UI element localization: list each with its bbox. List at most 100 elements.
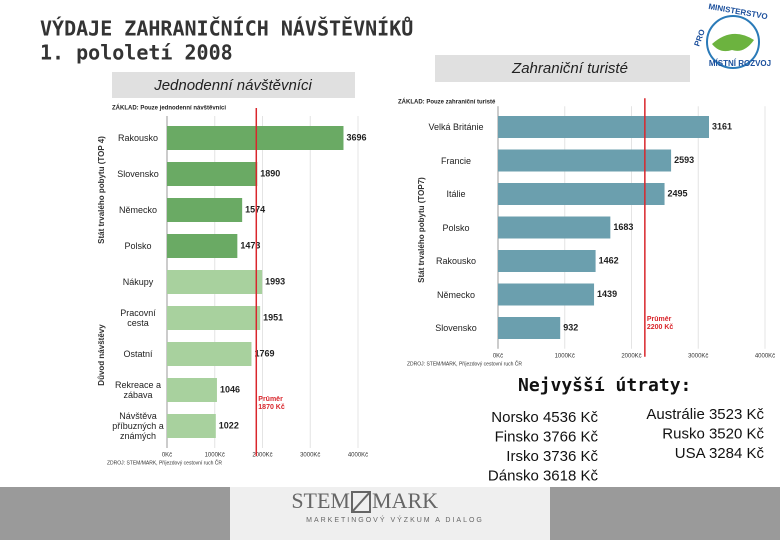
category-label: Německo	[436, 289, 475, 300]
value-label: 3696	[346, 132, 366, 142]
value-label: 1046	[220, 384, 240, 394]
category-label: Polsko	[124, 241, 152, 251]
source-note: ZDROJ: STEM/MARK, Příjezdový cestovní ru…	[407, 360, 522, 367]
category-label: Polsko	[442, 222, 470, 233]
value-label: 1993	[265, 276, 285, 286]
x-tick-label: 2000Kč	[621, 354, 641, 360]
panel-header	[435, 55, 690, 82]
category-label-box: Návštěva příbuzných a známých	[112, 411, 164, 441]
bar	[167, 270, 263, 294]
bar	[498, 149, 672, 172]
panel-title: Jednodenní návštěvníci	[153, 77, 312, 94]
bar	[498, 216, 611, 239]
value-label: 2495	[668, 188, 688, 198]
bar	[498, 250, 596, 272]
category-label: Nákupy	[122, 277, 154, 287]
brand: MARK	[372, 488, 438, 513]
bar	[167, 162, 258, 186]
category-label: Ostatní	[123, 349, 153, 359]
brand-box	[351, 491, 371, 513]
value-label: 1462	[599, 255, 619, 265]
value-label: 1574	[245, 204, 265, 214]
x-tick-label: 1000Kč	[555, 354, 575, 360]
axis-label: Stát trvalého pobytu (TOP 4)	[97, 136, 106, 244]
value-label: 1473	[240, 240, 260, 250]
panel-header	[112, 72, 355, 98]
footer-center	[230, 487, 550, 540]
category-label: Slovensko	[117, 169, 159, 179]
logo-text: MÍSTNÍ ROZVOJ	[709, 59, 771, 68]
category-label: Německo	[118, 205, 157, 215]
bar	[167, 198, 243, 222]
value-label: 1683	[613, 222, 633, 232]
category-label-box: Polsko	[442, 222, 470, 233]
axis-label: Stát trvalého pobytu (TOP7)	[417, 177, 426, 283]
category-label-box: Německo	[118, 205, 157, 215]
list-item: Rusko 3520 Kč	[662, 425, 764, 442]
category-label: Rakousko	[117, 133, 159, 143]
category-label-box: Rekreace a zábava	[114, 380, 162, 400]
category-label-box: Rakousko	[435, 256, 477, 266]
bar	[167, 342, 252, 366]
panel-title: Zahraniční turisté	[511, 60, 628, 77]
category-label: Návštěva příbuzných a známých	[112, 411, 164, 441]
value-label: 1439	[597, 289, 617, 299]
axis-label: Důvod návštěvy	[97, 324, 106, 386]
category-label: Itálie	[446, 189, 466, 199]
list-item: Finsko 3766 Kč	[495, 428, 599, 445]
category-label: Rekreace a zábava	[114, 380, 162, 400]
bar	[167, 234, 238, 258]
value-label: 1890	[260, 168, 280, 178]
category-label: Rakousko	[435, 256, 477, 266]
category-label-box: Itálie	[446, 189, 466, 199]
list-item: Dánsko 3618 Kč	[488, 467, 599, 484]
list-title: Nejvyšší útraty:	[518, 375, 691, 396]
value-label: 2593	[674, 155, 694, 165]
bar	[498, 116, 709, 138]
reference-label-box: Průměr 1870 Kč	[258, 396, 284, 411]
brand: STEM	[291, 488, 350, 513]
x-tick-label: 2000Kč	[252, 453, 272, 459]
bar	[167, 378, 217, 402]
x-tick-label: 3000Kč	[300, 453, 320, 459]
bar	[498, 283, 595, 306]
category-label-box: Nákupy	[122, 277, 154, 287]
category-label: Slovensko	[435, 323, 477, 333]
value-label: 1951	[263, 312, 283, 322]
category-label-box: Německo	[436, 289, 475, 300]
bar	[167, 306, 261, 330]
tagline: MARKETINGOVÝ VÝZKUM A DIALOG	[306, 515, 484, 524]
category-label-box: Polsko	[124, 241, 152, 251]
bar	[167, 126, 344, 150]
slide-subtitle: 1. pololetí 2008	[40, 41, 233, 65]
chart-base-note: ZÁKLAD: Pouze zahraniční turisté	[398, 99, 496, 106]
category-label-box: Pracovní cesta	[120, 308, 156, 328]
category-label-box: Velká Británie	[428, 122, 484, 132]
list-item: USA 3284 Kč	[675, 445, 765, 462]
x-tick-label: 4000Kč	[755, 354, 775, 360]
chart-base-note: ZÁKLAD: Pouze jednodenní návštěvníci	[112, 105, 226, 112]
x-tick-label: 4000Kč	[348, 453, 368, 459]
x-tick-label: 0Kč	[162, 453, 172, 459]
brand-slash	[351, 491, 371, 513]
category-label: Velká Británie	[428, 122, 484, 132]
reference-label: Průměr 2200 Kč	[646, 316, 674, 331]
bar	[498, 317, 561, 339]
reference-label-box: Průměr 2200 Kč	[646, 316, 674, 331]
value-label: 932	[563, 322, 578, 332]
list-item: Austrálie 3523 Kč	[646, 406, 764, 423]
category-label-box: Ostatní	[123, 349, 153, 359]
category-label-box: Rakousko	[117, 133, 159, 143]
slide-title: VÝDAJE ZAHRANIČNÍCH NÁVŠTĚVNÍKŮ	[40, 17, 413, 41]
x-tick-label: 0Kč	[493, 354, 503, 360]
list-item: Irsko 3736 Kč	[506, 448, 598, 465]
value-label: 3161	[712, 121, 732, 131]
list-item: Norsko 4536 Kč	[491, 409, 598, 426]
bar	[498, 183, 665, 205]
category-label: Francie	[440, 155, 471, 166]
bar	[167, 414, 216, 438]
category-label-box: Slovensko	[435, 323, 477, 333]
category-label-box: Slovensko	[117, 169, 159, 179]
category-label-box: Francie	[440, 155, 471, 166]
